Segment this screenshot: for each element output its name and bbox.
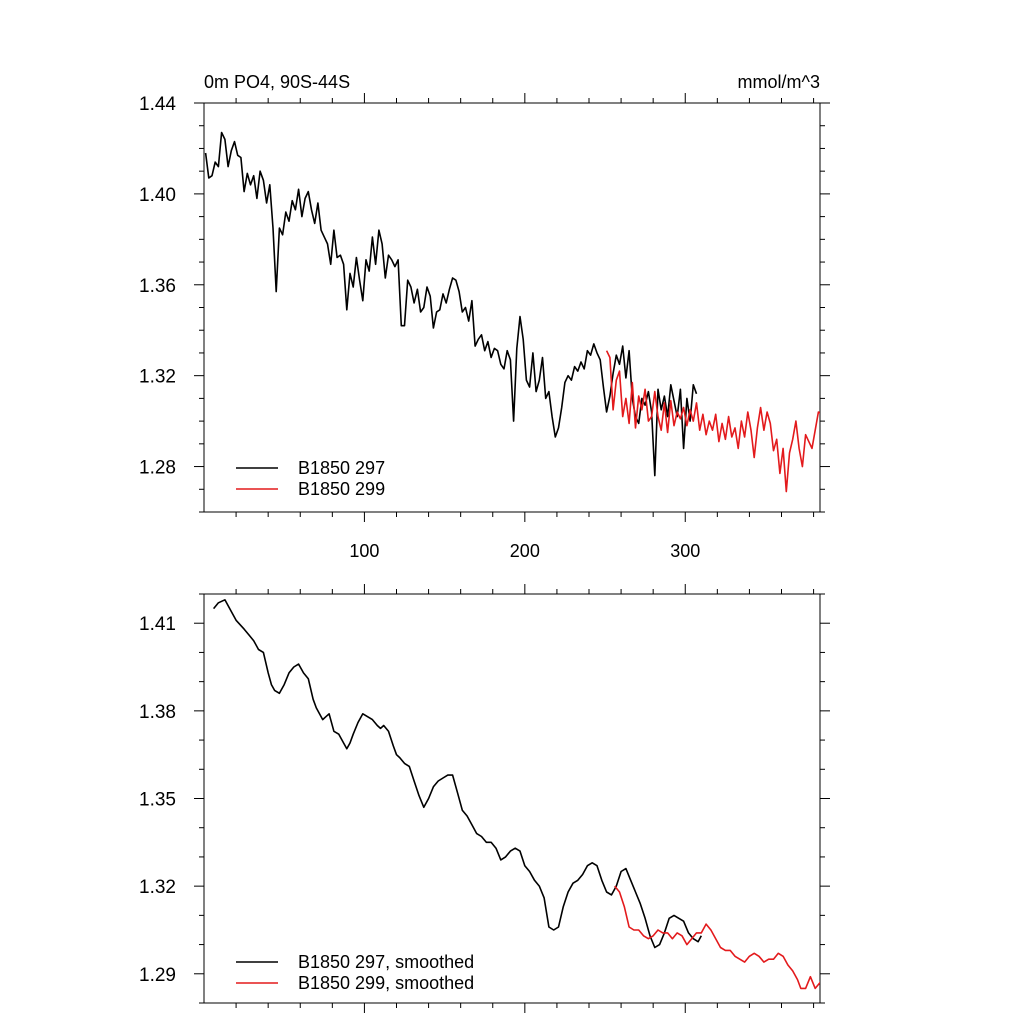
bottom-series: [212, 599, 820, 990]
legend-label-1: B1850 297: [298, 458, 385, 478]
bottom-plot-frame: [203, 593, 821, 1004]
y-tick-label: 1.28: [139, 458, 176, 479]
x-tick-label: 200: [510, 541, 540, 561]
y-tick-label: 1.29: [139, 965, 176, 986]
y-tick-label: 1.32: [139, 877, 176, 898]
y-tick-label: 1.40: [139, 185, 176, 206]
series-line-1: [204, 131, 698, 477]
top-axes-ticks: 100 200 300 1.28 1.32 1.36 1.40 1.44: [139, 93, 830, 561]
series-line-1: [212, 599, 703, 949]
top-panel-title: 0m PO4, 90S-44S: [204, 72, 350, 92]
legend-label-1: B1850 297, smoothed: [298, 952, 474, 972]
y-tick-label: 1.35: [139, 790, 176, 811]
series-line-2: [614, 885, 820, 990]
y-tick-label: 1.38: [139, 702, 176, 723]
legend-label-2: B1850 299: [298, 479, 385, 499]
top-panel: 0m PO4, 90S-44S mmol/m^3 100 200 300 1.28 1.…: [139, 72, 830, 561]
top-series: [204, 131, 820, 493]
y-tick-label: 1.32: [139, 367, 176, 388]
series-line-2: [605, 350, 820, 493]
top-panel-units: mmol/m^3: [738, 72, 820, 92]
legend-label-2: B1850 299, smoothed: [298, 973, 474, 993]
y-tick-label: 1.44: [139, 94, 176, 115]
bottom-panel: 1.29 1.32 1.35 1.38 1.41 B1850 297, smoothed…: [139, 584, 830, 1013]
x-tick-label: 100: [349, 541, 379, 561]
x-tick-label: 300: [670, 541, 700, 561]
bottom-axes-ticks: 1.29 1.32 1.35 1.38 1.41: [139, 584, 830, 1013]
y-tick-label: 1.36: [139, 276, 176, 297]
top-plot-frame: [203, 102, 821, 513]
y-tick-label: 1.41: [139, 614, 176, 635]
